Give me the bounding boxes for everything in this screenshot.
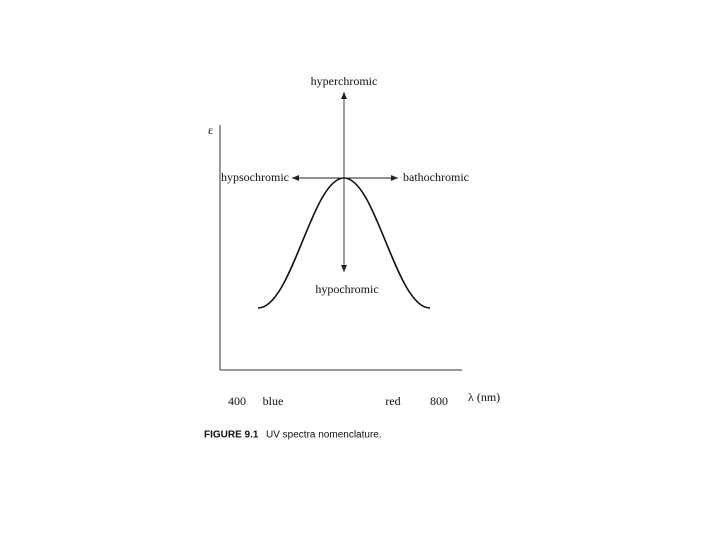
x-tick-label: 800	[430, 394, 448, 408]
x-axis-label: λ (nm)	[468, 390, 500, 404]
y-axis-label: ε	[208, 123, 213, 137]
annotation: hypsochromic	[221, 170, 289, 184]
annotation: hypochromic	[315, 282, 378, 296]
caption-label: FIGURE 9.1	[204, 430, 259, 441]
annotation: bathochromic	[403, 170, 469, 184]
caption-text: UV spectra nomenclature.	[266, 430, 382, 441]
x-tick-label: red	[385, 394, 400, 408]
x-tick-label: 400	[228, 394, 246, 408]
annotation: hyperchromic	[311, 74, 378, 88]
x-tick-label: blue	[263, 394, 284, 408]
